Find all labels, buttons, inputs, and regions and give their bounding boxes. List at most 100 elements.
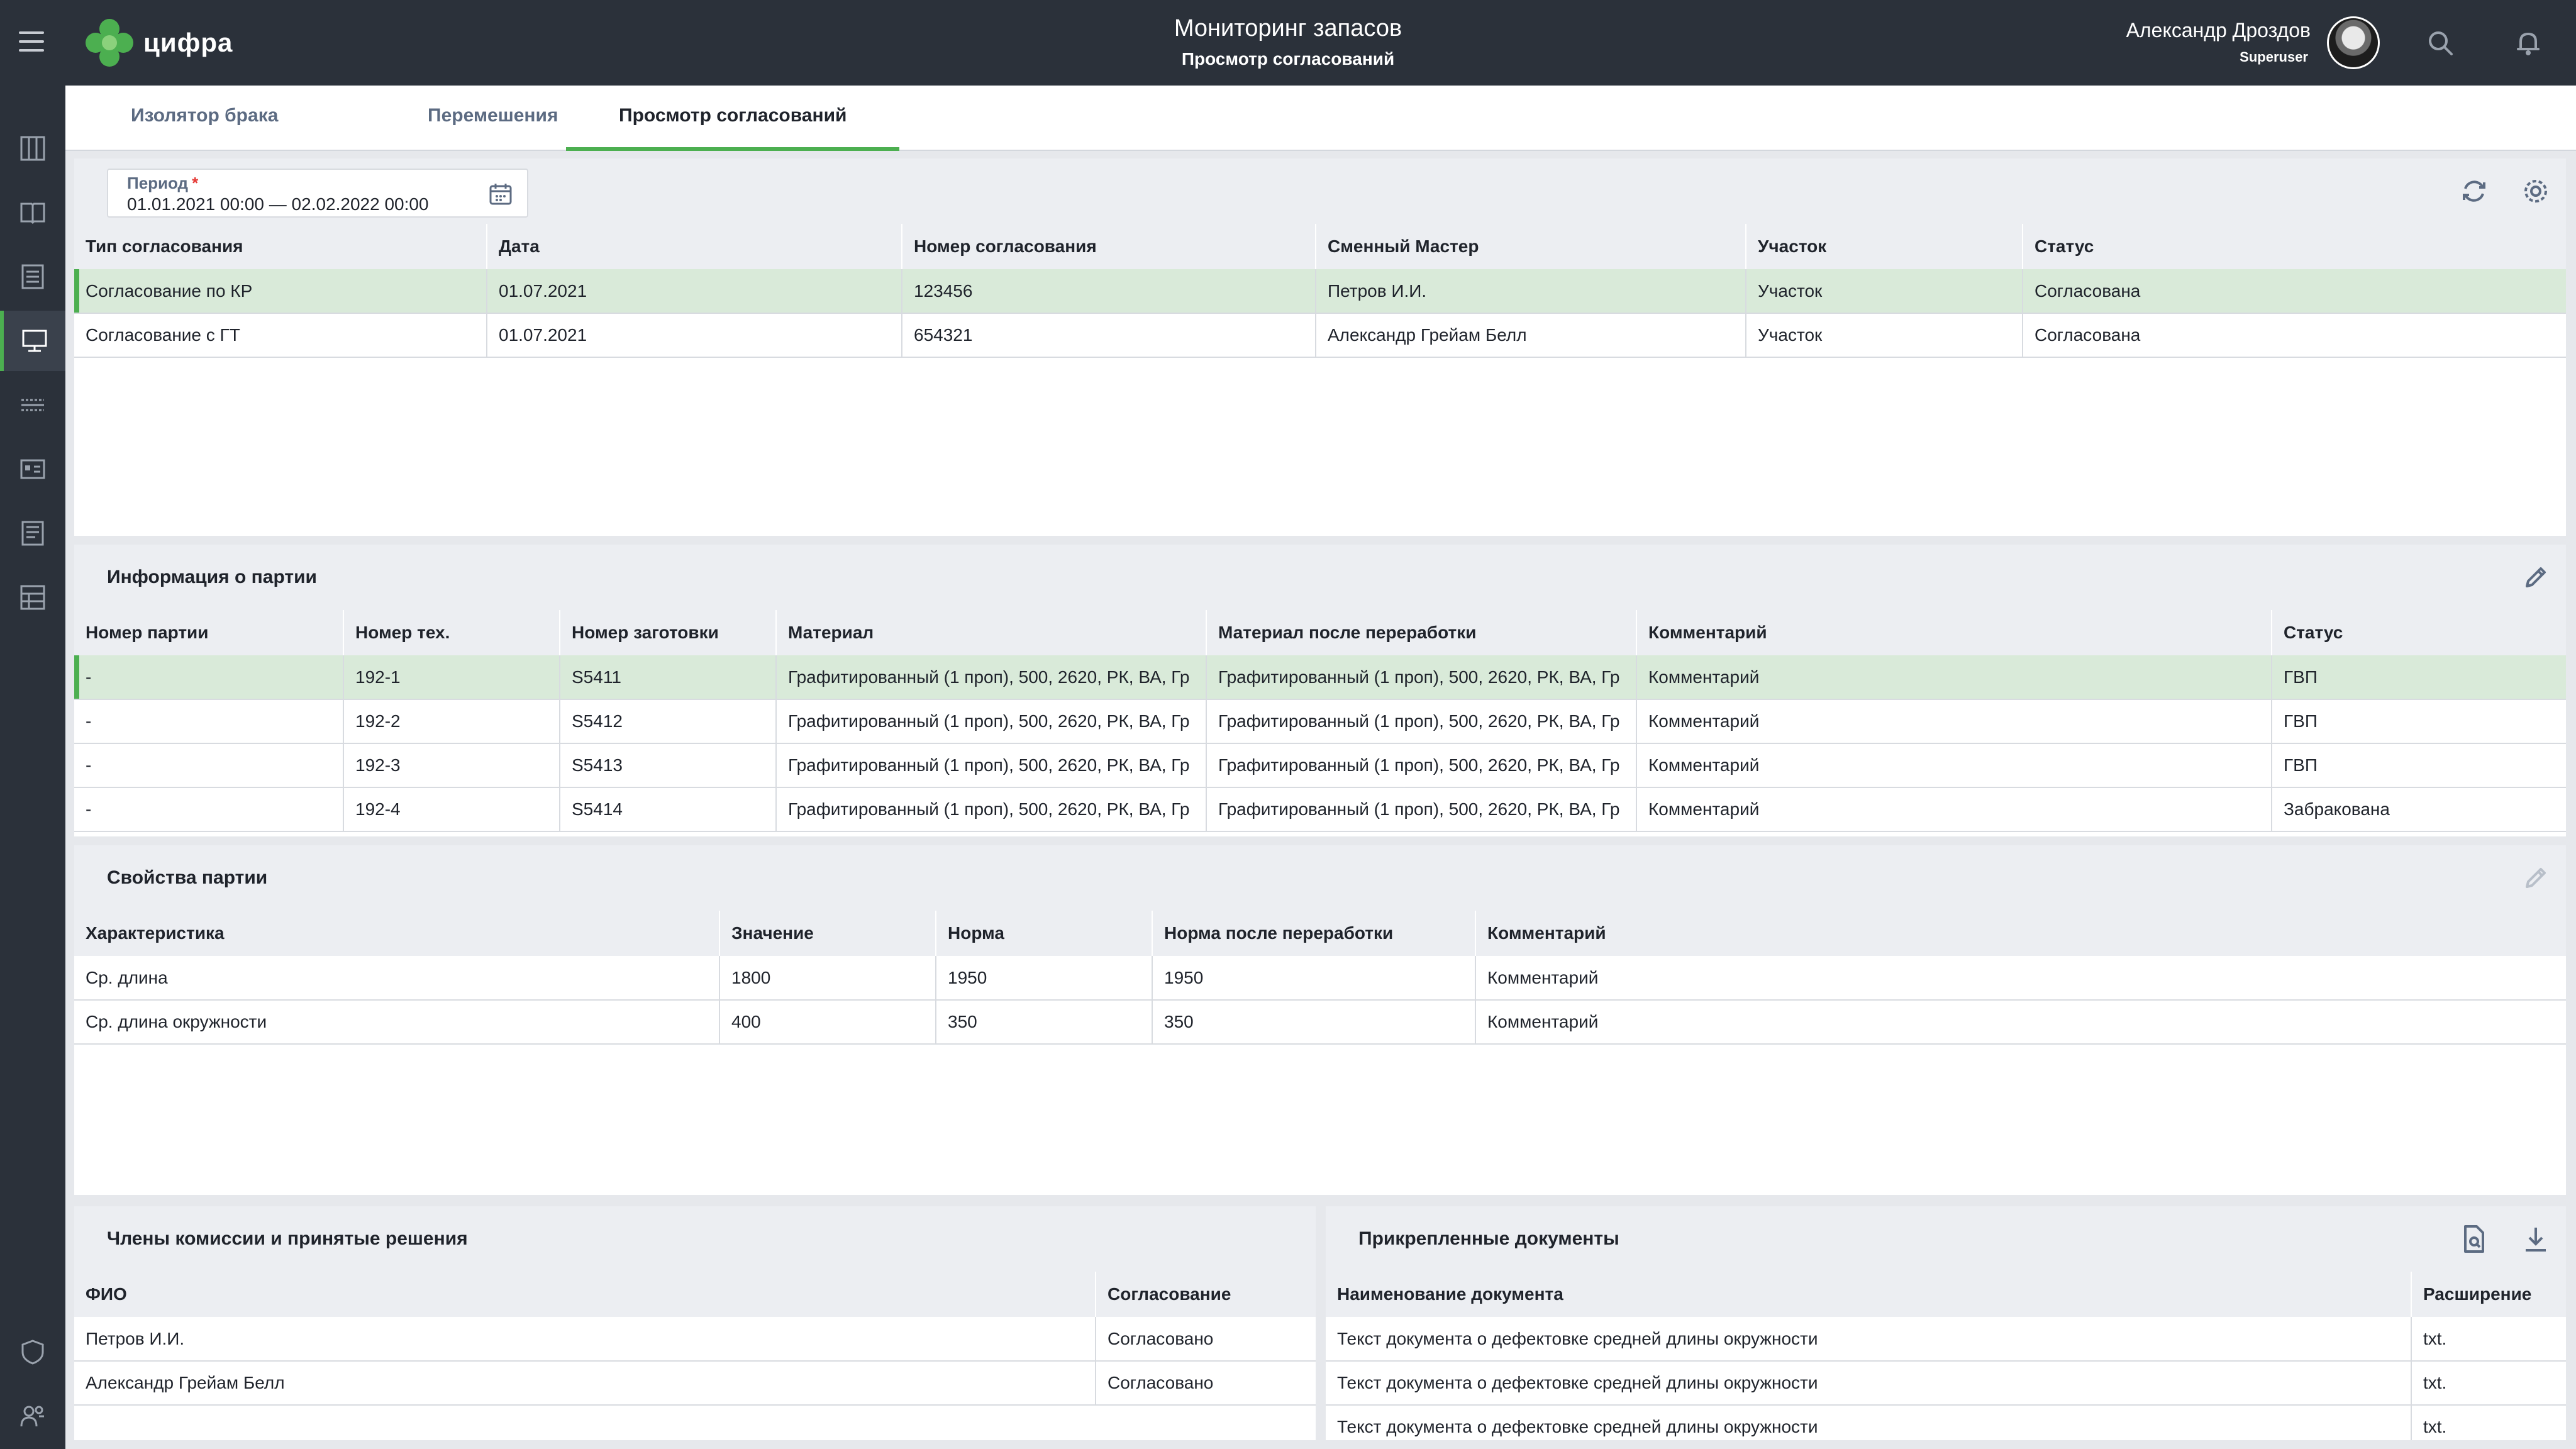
table-cell: 400 — [719, 1000, 936, 1045]
menu-icon[interactable] — [19, 31, 44, 52]
bell-icon[interactable] — [2513, 28, 2543, 58]
shield-icon — [21, 1340, 44, 1365]
column-header[interactable]: Номер тех. — [343, 610, 560, 655]
table-cell: Комментарий — [1475, 1000, 2566, 1045]
sidebar-item-monitoring[interactable] — [0, 311, 65, 371]
table-cell: Графитированный (1 проп), 500, 2620, РК,… — [1206, 787, 1637, 832]
tab-movements[interactable]: Перемешения — [428, 105, 558, 126]
table-cell: Графитированный (1 проп), 500, 2620, РК,… — [1206, 655, 1637, 700]
table-header-row: Характеристика Значение Норма Норма посл… — [74, 911, 2566, 956]
table-cell: Забракована — [2272, 787, 2566, 832]
column-header[interactable]: Номер согласования — [902, 224, 1316, 269]
table-row[interactable]: - 192-1 S5411 Графитированный (1 проп), … — [74, 655, 2566, 700]
commission-panel: Члены комиссии и принятые решения ФИО Со… — [74, 1206, 1316, 1440]
table-cell: Согласована — [2023, 313, 2566, 358]
column-header[interactable]: Номер партии — [74, 610, 344, 655]
table-row[interactable]: Согласование по КР 01.07.2021 123456 Пет… — [74, 269, 2566, 314]
filter-bar: Период * 01.01.2021 00:00 — 02.02.2022 00… — [74, 158, 2566, 224]
table-cell: 1950 — [1152, 956, 1476, 1001]
avatar[interactable] — [2327, 16, 2380, 69]
table-cell: txt. — [2411, 1317, 2566, 1362]
column-header[interactable]: Норма после переработки — [1152, 911, 1476, 956]
table-row[interactable]: Ср. длина окружности 400 350 350 Коммент… — [74, 1000, 2566, 1045]
column-header[interactable]: Участок — [1746, 224, 2023, 269]
table-cell: Текст документа о дефектовке средней дли… — [1326, 1317, 2412, 1362]
table-cell: Участок — [1746, 269, 2023, 314]
sidebar-item-cards[interactable] — [0, 439, 65, 499]
column-header[interactable]: Значение — [719, 911, 936, 956]
sidebar-item-production[interactable] — [0, 375, 65, 435]
search-icon[interactable] — [2425, 28, 2455, 58]
tab-approvals-view[interactable]: Просмотр согласований — [566, 86, 900, 151]
column-header[interactable]: Наименование документа — [1326, 1272, 2412, 1317]
logo-icon — [86, 19, 133, 67]
table-row[interactable]: Текст документа о дефектовке средней дли… — [1326, 1317, 2566, 1362]
table-header-row: Номер партии Номер тех. Номер заготовки … — [74, 610, 2566, 655]
calendar-icon[interactable] — [488, 181, 513, 206]
edit-icon[interactable] — [2521, 562, 2551, 592]
table-row[interactable]: Текст документа о дефектовке средней дли… — [1326, 1361, 2566, 1406]
batch-info-table: Номер партии Номер тех. Номер заготовки … — [74, 610, 2566, 832]
column-header[interactable]: Материал — [776, 610, 1207, 655]
table-row[interactable]: Текст документа о дефектовке средней дли… — [1326, 1405, 2566, 1440]
table-cell: Комментарий — [1636, 699, 2272, 744]
download-icon[interactable] — [2521, 1224, 2551, 1254]
table-cell: Комментарий — [1636, 743, 2272, 788]
column-header[interactable]: Расширение — [2411, 1272, 2566, 1317]
column-header[interactable]: Характеристика — [74, 911, 720, 956]
table-cell: Графитированный (1 проп), 500, 2620, РК,… — [776, 743, 1207, 788]
table-cell: 1950 — [936, 956, 1153, 1001]
table-row[interactable]: Согласование с ГТ 01.07.2021 654321 Алек… — [74, 313, 2566, 358]
logo[interactable]: цифра — [84, 18, 233, 68]
column-header[interactable]: Комментарий — [1636, 610, 2272, 655]
sidebar-item-tables[interactable] — [0, 567, 65, 628]
column-header[interactable]: Статус — [2023, 224, 2566, 269]
panel-title: Прикрепленные документы — [1358, 1228, 1619, 1249]
column-header[interactable]: Согласование — [1096, 1272, 1316, 1317]
table-row[interactable]: - 192-4 S5414 Графитированный (1 проп), … — [74, 787, 2566, 832]
table-row[interactable]: Ср. длина 1800 1950 1950 Комментарий — [74, 956, 2566, 1001]
column-header[interactable]: Номер заготовки — [560, 610, 777, 655]
table-cell: S5414 — [560, 787, 777, 832]
sidebar-item-security[interactable] — [0, 1322, 65, 1382]
table-header-row: ФИО Согласование — [74, 1272, 1316, 1317]
table-row[interactable]: Петров И.И. Согласовано — [74, 1317, 1316, 1362]
period-field[interactable]: Период * 01.01.2021 00:00 — 02.02.2022 00… — [107, 169, 528, 218]
table-cell: 350 — [1152, 1000, 1476, 1045]
table-row[interactable]: - 192-2 S5412 Графитированный (1 проп), … — [74, 699, 2566, 744]
edit-icon[interactable] — [2521, 863, 2551, 893]
table-cell: - — [74, 787, 344, 832]
sidebar-item-users[interactable] — [0, 1386, 65, 1446]
sidebar-item-journal[interactable] — [0, 247, 65, 307]
sidebar-item-catalog[interactable] — [0, 182, 65, 243]
period-value: 01.01.2021 00:00 — 02.02.2022 00:00 — [127, 194, 429, 214]
user-role: Superuser — [2240, 49, 2308, 65]
tab-defect-isolator[interactable]: Изолятор брака — [131, 105, 279, 126]
sidebar-item-reports[interactable] — [0, 503, 65, 564]
table-cell: S5411 — [560, 655, 777, 700]
table-header-row: Наименование документа Расширение — [1326, 1272, 2566, 1317]
table-row[interactable]: - 192-3 S5413 Графитированный (1 проп), … — [74, 743, 2566, 788]
column-header[interactable]: Норма — [936, 911, 1153, 956]
column-header[interactable]: Статус — [2272, 610, 2566, 655]
gear-icon[interactable] — [2521, 176, 2551, 206]
file-view-icon[interactable] — [2459, 1224, 2489, 1254]
table-row[interactable]: Александр Грейам Белл Согласовано — [74, 1361, 1316, 1406]
column-header[interactable]: Тип согласования — [74, 224, 487, 269]
column-header[interactable]: Материал после переработки — [1206, 610, 1637, 655]
table-cell: Текст документа о дефектовке средней дли… — [1326, 1405, 2412, 1440]
conveyor-icon — [21, 399, 44, 411]
refresh-icon[interactable] — [2459, 176, 2489, 206]
column-header[interactable]: Дата — [487, 224, 902, 269]
column-header[interactable]: Сменный Мастер — [1316, 224, 1746, 269]
table-cell: Комментарий — [1636, 787, 2272, 832]
column-header[interactable]: ФИО — [74, 1272, 1096, 1317]
table-cell: Александр Грейам Белл — [1316, 313, 1746, 358]
user-name[interactable]: Александр Дроздов — [2126, 19, 2311, 42]
table-cell: Согласование с ГТ — [74, 313, 487, 358]
table-cell: Ср. длина — [74, 956, 720, 1001]
sidebar-item-storage[interactable] — [0, 118, 65, 179]
app-title: Мониторинг запасов — [1174, 15, 1402, 42]
table-cell: 654321 — [902, 313, 1316, 358]
column-header[interactable]: Комментарий — [1475, 911, 2566, 956]
